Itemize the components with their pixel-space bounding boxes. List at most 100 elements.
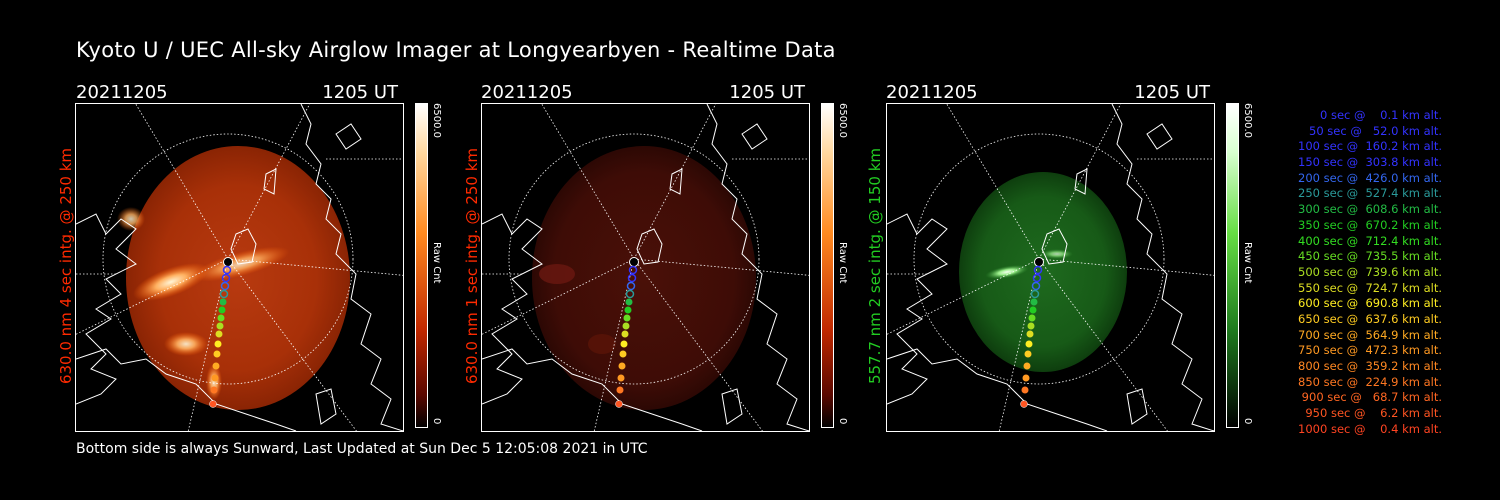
panel-1-time: 1205 UT [322, 82, 398, 103]
airglow-disk [959, 172, 1127, 372]
trajectory-point [213, 350, 221, 358]
trajectory-point [615, 400, 623, 408]
trajectory-point [219, 298, 227, 306]
legend-row: 150 sec @ 303.8 km alt. [1294, 155, 1442, 170]
panel-3-colorbar-min: 0 [1242, 418, 1253, 425]
trajectory-point [211, 374, 219, 382]
panel-2-map-svg [482, 104, 809, 431]
panel-3-colorbar-unit: Raw Cnt [1242, 242, 1253, 284]
trajectory-point [1027, 322, 1035, 330]
trajectory-point [221, 273, 231, 283]
coastlines [76, 104, 403, 431]
trajectory-point [1023, 362, 1031, 370]
panel-1-colorbar-unit: Raw Cnt [431, 242, 442, 284]
trajectory-point [215, 330, 223, 338]
trajectory-point [216, 322, 224, 330]
trajectory [615, 257, 639, 408]
aurora-green-band [985, 264, 1029, 280]
legend-row: 450 sec @ 735.5 km alt. [1294, 249, 1442, 264]
trajectory-point [628, 265, 638, 275]
panel-3-vertical-label: 557.7 nm 2 sec intg. @ 150 km [866, 147, 884, 385]
legend-row: 350 sec @ 670.2 km alt. [1294, 217, 1442, 232]
panel-2-colorbar-max: 6500.0 [837, 103, 848, 138]
trajectory-point [625, 289, 635, 299]
panel-2-colorbar [821, 103, 834, 428]
legend-row: 250 sec @ 527.4 km alt. [1294, 186, 1442, 201]
panel-1-date: 20211205 [76, 82, 168, 103]
trajectory-point [621, 330, 629, 338]
trajectory-point [1032, 273, 1042, 283]
footer-note: Bottom side is always Sunward, Last Upda… [76, 441, 648, 457]
trajectory-point [210, 386, 218, 394]
trajectory-point [1028, 314, 1036, 322]
panel-3-allsky-image [886, 103, 1215, 432]
panel-2-time: 1205 UT [729, 82, 805, 103]
trajectory-point [620, 340, 628, 348]
panel-1-vertical-label: 630.0 nm 4 sec intg. @ 250 km [57, 147, 75, 385]
legend-row: 600 sec @ 690.8 km alt. [1294, 296, 1442, 311]
trajectory-point [219, 289, 229, 299]
panel-2-date: 20211205 [481, 82, 573, 103]
aurora-patch [164, 332, 208, 356]
panel-1-allsky-image [75, 103, 404, 432]
trajectory-point [629, 257, 639, 267]
aurora-faint-patch [539, 264, 575, 284]
legend-row: 200 sec @ 426.0 km alt. [1294, 170, 1442, 185]
trajectory [1020, 257, 1044, 408]
legend-row: 0 sec @ 0.1 km alt. [1309, 108, 1442, 122]
legend-row: 850 sec @ 224.9 km alt. [1294, 374, 1442, 389]
panel-2-colorbar-unit: Raw Cnt [837, 242, 848, 284]
trajectory-point [217, 314, 225, 322]
panel-3-date: 20211205 [886, 82, 978, 103]
trajectory-point [1033, 265, 1043, 275]
trajectory-point [218, 306, 226, 314]
legend-row: 50 sec @ 52.0 km alt. [1301, 123, 1442, 138]
trajectory-point [617, 374, 625, 382]
panel-3-colorbar-max: 6500.0 [1242, 103, 1253, 138]
aurora-faint-patch [588, 334, 616, 354]
trajectory-point [625, 298, 633, 306]
trajectory-point [1031, 281, 1041, 291]
trajectory-point [624, 306, 632, 314]
trajectory-point [618, 362, 626, 370]
legend-row: 650 sec @ 637.6 km alt. [1294, 311, 1442, 326]
panel-1-colorbar [415, 103, 428, 428]
legend-row: 300 sec @ 608.6 km alt. [1294, 202, 1442, 217]
aurora-patch [117, 207, 145, 231]
legend-row: 400 sec @ 712.4 km alt. [1294, 233, 1442, 248]
trajectory-point [619, 350, 627, 358]
panel-3-time: 1205 UT [1134, 82, 1210, 103]
page-title: Kyoto U / UEC All-sky Airglow Imager at … [76, 38, 836, 62]
panel-2-colorbar-min: 0 [837, 418, 848, 425]
trajectory-point [1025, 340, 1033, 348]
legend-row: 500 sec @ 739.6 km alt. [1294, 264, 1442, 279]
panel-2-vertical-label: 630.0 nm 1 sec intg. @ 250 km [463, 147, 481, 385]
trajectory-point [220, 281, 230, 291]
trajectory-point [1024, 350, 1032, 358]
trajectory-point [1034, 257, 1044, 267]
trajectory-point [1029, 306, 1037, 314]
trajectory-point [1020, 400, 1028, 408]
panel-2-allsky-image [481, 103, 810, 432]
panel-1-colorbar-min: 0 [431, 418, 442, 425]
legend-row: 100 sec @ 160.2 km alt. [1294, 139, 1442, 154]
trajectory-point [209, 400, 217, 408]
panel-1-map-svg [76, 104, 403, 431]
panel-3-map-svg [887, 104, 1214, 431]
trajectory-point [1030, 289, 1040, 299]
trajectory-point [222, 265, 232, 275]
panel-1-colorbar-max: 6500.0 [431, 103, 442, 138]
coastlines [482, 104, 809, 431]
legend-row: 800 sec @ 359.2 km alt. [1294, 359, 1442, 373]
grid-lines [76, 104, 403, 431]
trajectory-point [1022, 374, 1030, 382]
coastlines [887, 104, 1214, 431]
legend-row: 700 sec @ 564.9 km alt. [1294, 327, 1442, 342]
trajectory-point [627, 273, 637, 283]
panel-3-colorbar [1226, 103, 1239, 428]
legend-row: 550 sec @ 724.7 km alt. [1294, 280, 1442, 295]
trajectory [209, 257, 233, 408]
trajectory-point [623, 314, 631, 322]
legend-row: 950 sec @ 6.2 km alt. [1301, 406, 1442, 421]
trajectory-point [212, 362, 220, 370]
